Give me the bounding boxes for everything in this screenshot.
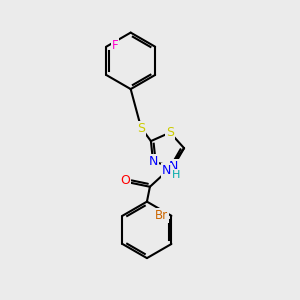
Text: N: N: [162, 164, 171, 177]
Text: H: H: [172, 170, 180, 180]
Text: S: S: [166, 126, 174, 139]
Text: S: S: [137, 122, 145, 135]
Text: N: N: [169, 160, 178, 173]
Text: Br: Br: [155, 209, 168, 222]
Text: F: F: [112, 39, 118, 52]
Text: N: N: [148, 155, 158, 168]
Text: O: O: [121, 174, 130, 187]
